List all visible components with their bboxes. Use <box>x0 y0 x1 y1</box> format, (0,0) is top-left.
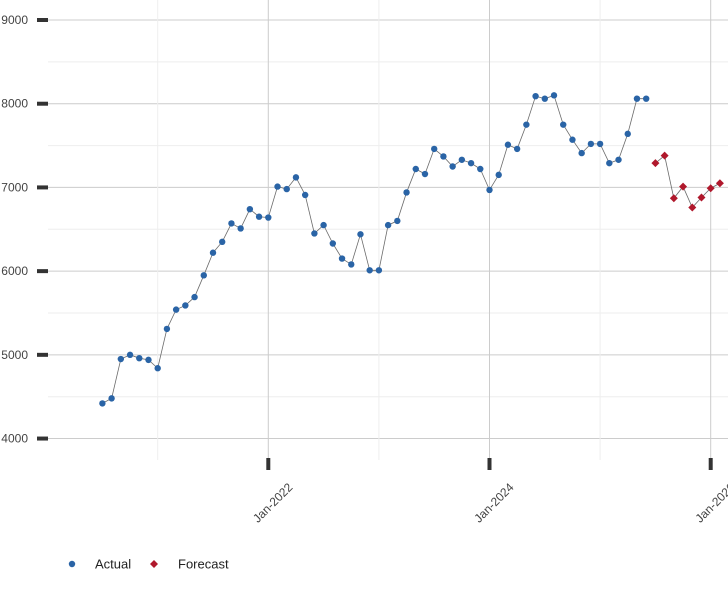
actual-point <box>633 95 641 102</box>
actual-point <box>283 185 290 193</box>
actual-point <box>99 400 106 407</box>
actual-point <box>348 261 355 268</box>
actual-point <box>163 325 171 333</box>
forecast-point <box>660 151 669 160</box>
actual-point <box>615 156 622 163</box>
x-tick-label: Jan-2022 <box>250 480 296 526</box>
forecast-point <box>679 182 688 191</box>
actual-point <box>145 356 152 364</box>
actual-point <box>366 267 373 274</box>
actual-point <box>394 217 401 225</box>
actual-point <box>513 145 521 153</box>
y-tick-label: 4000 <box>1 432 28 446</box>
actual-point <box>458 156 466 163</box>
actual-point <box>246 205 254 213</box>
actual-point <box>320 221 327 229</box>
x-tick-label: Jan-2024 <box>471 480 517 526</box>
actual-point <box>375 267 383 274</box>
legend-forecast-marker <box>150 560 158 568</box>
y-tick-label: 7000 <box>1 180 28 194</box>
forecast-point <box>669 194 678 203</box>
actual-point <box>255 213 263 220</box>
forecast-point <box>688 203 697 212</box>
actual-point <box>587 140 595 148</box>
actual-point <box>449 163 456 170</box>
actual-point <box>274 183 281 190</box>
y-tick-label: 9000 <box>1 13 28 27</box>
x-tick-label: Jan-2026 <box>693 480 728 526</box>
actual-point <box>624 130 631 138</box>
actual-point <box>440 153 447 160</box>
actual-point <box>172 306 180 313</box>
actual-point <box>292 174 300 181</box>
actual-point <box>495 171 502 179</box>
actual-point <box>504 141 512 148</box>
actual-point <box>467 159 475 167</box>
legend-actual-label: Actual <box>95 557 131 572</box>
actual-point <box>431 145 438 153</box>
y-tick-label: 8000 <box>1 97 28 111</box>
actual-point <box>384 221 392 229</box>
legend-forecast-label: Forecast <box>178 557 229 572</box>
y-tick-label: 6000 <box>1 264 28 278</box>
actual-point <box>578 149 585 157</box>
actual-point <box>209 249 217 256</box>
actual-point <box>311 230 318 237</box>
actual-point <box>486 186 493 194</box>
actual-point <box>154 365 161 372</box>
actual-point <box>108 395 115 402</box>
actual-point <box>596 140 604 148</box>
actual-point <box>541 95 548 102</box>
actual-point <box>357 231 364 238</box>
legend: Actual Forecast <box>68 557 229 572</box>
actual-point <box>532 92 539 100</box>
actual-point <box>182 302 189 309</box>
actual-point <box>338 255 346 262</box>
y-axis: 4000 5000 6000 7000 8000 9000 <box>1 13 48 446</box>
actual-point <box>136 354 143 362</box>
actual-point <box>606 159 613 167</box>
actual-point <box>550 92 558 99</box>
actual-point <box>191 293 198 301</box>
actual-point <box>523 121 530 128</box>
x-axis: Jan-2022 Jan-2024 Jan-2026 <box>250 458 728 526</box>
forecast-point <box>697 193 706 202</box>
actual-point <box>477 165 484 173</box>
legend-actual-marker <box>68 560 76 568</box>
actual-point <box>569 136 576 143</box>
actual-point <box>301 191 309 199</box>
actual-point <box>642 95 650 102</box>
forecast-point <box>651 159 660 168</box>
actual-point <box>265 214 272 221</box>
forecast-point <box>706 184 715 193</box>
actual-point <box>219 238 226 246</box>
actual-point <box>117 355 125 363</box>
series-points <box>99 92 724 407</box>
actual-point <box>421 170 429 178</box>
actual-point <box>560 121 567 128</box>
actual-point <box>329 240 337 247</box>
actual-point <box>237 225 244 232</box>
actual-point <box>228 220 235 227</box>
actual-point <box>403 189 410 196</box>
series-lines <box>102 94 721 404</box>
y-tick-label: 5000 <box>1 348 28 362</box>
actual-point <box>126 351 134 359</box>
forecast-point <box>715 179 724 188</box>
actual-point <box>412 165 419 173</box>
gridlines <box>48 0 728 460</box>
actual-line <box>102 94 647 404</box>
actual-point <box>200 272 207 279</box>
